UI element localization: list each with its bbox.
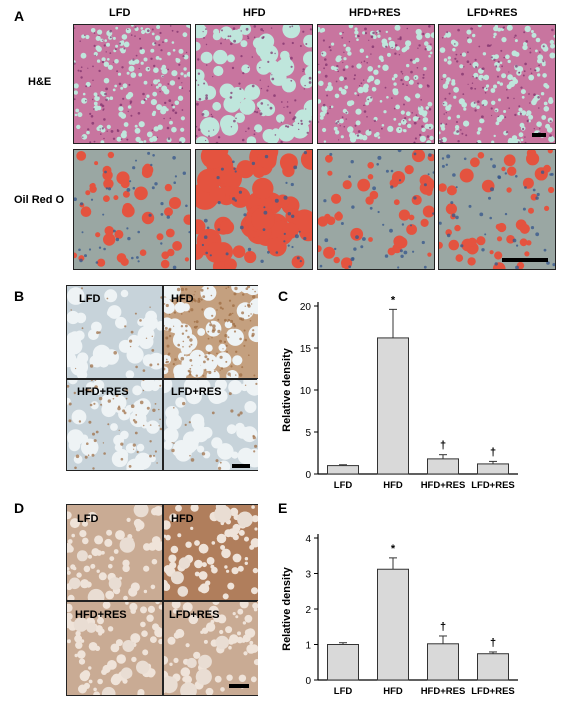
chart-c-ytick-label-0: 0 <box>305 470 311 481</box>
chart-e-ylabel: Relative density <box>281 566 293 651</box>
chart-c-xtick-label-3: LFD+RES <box>471 480 515 491</box>
ihc-label-hfd-res: HFD+RES <box>77 386 129 398</box>
chart-e-bar-3 <box>477 653 509 681</box>
micrograph-he-hfd <box>195 24 313 144</box>
chart-c-bar-2 <box>427 458 459 475</box>
panel-letter-c: C <box>278 288 289 304</box>
chart-e-ytick-label-3: 3 <box>305 570 311 581</box>
chart-e-xtick-label-1: HFD <box>383 686 403 697</box>
micrograph-he-lfd-res <box>438 24 556 144</box>
micrograph-oil-hfd-res <box>317 149 435 270</box>
panel-d-grid: LFD HFD HFD+RES LFD+RES <box>66 504 258 696</box>
scale-bar-d <box>229 684 249 688</box>
chart-e-xtick-label-0: LFD <box>334 686 353 697</box>
chart-c-ytick-label-1: 5 <box>305 428 311 439</box>
row-label-he: H&E <box>28 76 52 88</box>
d-cell-hfd-res <box>67 601 162 695</box>
d-label-lfd: LFD <box>77 513 99 525</box>
chart-c-xtick-label-2: HFD+RES <box>421 480 466 491</box>
chart-e-xtick-label-3: LFD+RES <box>471 686 515 697</box>
chart-e-ytick-label-0: 0 <box>305 676 311 687</box>
chart-e-bar-1 <box>377 568 409 681</box>
chart-e-marker-2: † <box>440 621 446 633</box>
ihc-cell-lfd <box>67 286 162 378</box>
chart-c-ytick-label-4: 20 <box>300 302 312 313</box>
d-cell-lfd-res <box>163 601 258 695</box>
scale-bar-he <box>532 133 546 137</box>
micrograph-he-lfd <box>73 24 191 144</box>
scale-bar-oil <box>502 258 548 262</box>
col-header-lfd: LFD <box>109 7 131 19</box>
chart-c-xtick-label-0: LFD <box>334 480 353 491</box>
chart-e-bar-2 <box>427 643 459 681</box>
ihc-cell-hfd <box>163 286 258 378</box>
chart-e-marker-3: † <box>490 637 496 649</box>
d-cell-hfd <box>163 505 258 600</box>
chart-e-bar-0 <box>327 644 359 681</box>
chart-c: 0 5 10 15 20 LFD * HFD † HFD+RES † LFD+RES Relative … <box>281 294 518 491</box>
micrograph-oil-hfd <box>195 149 313 270</box>
d-label-hfd-res: HFD+RES <box>75 609 127 621</box>
panel-letter-e: E <box>278 500 288 516</box>
chart-c-marker-1: * <box>391 294 396 306</box>
panel-letter-d: D <box>14 500 25 516</box>
micrograph-he-hfd-res <box>317 24 435 144</box>
micrograph-oil-lfd <box>73 149 191 270</box>
chart-e-ytick-label-4: 4 <box>305 534 311 545</box>
ihc-label-lfd-res: LFD+RES <box>171 386 222 398</box>
d-label-lfd-res: LFD+RES <box>169 609 220 621</box>
col-header-lfd-res: LFD+RES <box>467 7 518 19</box>
chart-c-bar-1 <box>377 337 409 475</box>
chart-c-marker-3: † <box>490 446 496 458</box>
col-header-hfd: HFD <box>243 7 266 19</box>
row-label-oil-red-o: Oil Red O <box>14 194 65 206</box>
ihc-cell-lfd-res <box>163 379 258 470</box>
chart-c-marker-2: † <box>440 440 446 452</box>
chart-c-ytick-label-2: 10 <box>300 386 312 397</box>
chart-c-xtick-label-1: HFD <box>383 480 403 491</box>
chart-c-bar-0 <box>327 465 359 475</box>
chart-c-bar-3 <box>477 463 509 475</box>
chart-e-marker-1: * <box>391 543 396 555</box>
chart-e-ytick-label-1: 1 <box>305 641 311 652</box>
panel-b-grid: LFD HFD HFD+RES LFD+RES <box>66 285 258 471</box>
ihc-label-lfd: LFD <box>79 293 101 305</box>
ihc-label-hfd: HFD <box>171 293 194 305</box>
col-header-hfd-res: HFD+RES <box>349 7 401 19</box>
micrograph-oil-lfd-res <box>438 149 556 270</box>
scale-bar-b <box>232 464 250 468</box>
panel-letter-a: A <box>14 8 25 24</box>
panel-letter-b: B <box>14 288 25 304</box>
d-label-hfd: HFD <box>171 513 194 525</box>
chart-c-ytick-label-3: 15 <box>300 344 312 355</box>
ihc-cell-hfd-res <box>67 379 162 470</box>
chart-e-xtick-label-2: HFD+RES <box>421 686 466 697</box>
chart-e-ytick-label-2: 2 <box>305 605 311 616</box>
chart-c-ylabel: Relative density <box>281 347 293 432</box>
chart-e: 0 1 2 3 4 LFD * HFD † HFD+RES † LFD+RES Relative den… <box>281 534 518 697</box>
d-cell-lfd <box>67 505 162 600</box>
